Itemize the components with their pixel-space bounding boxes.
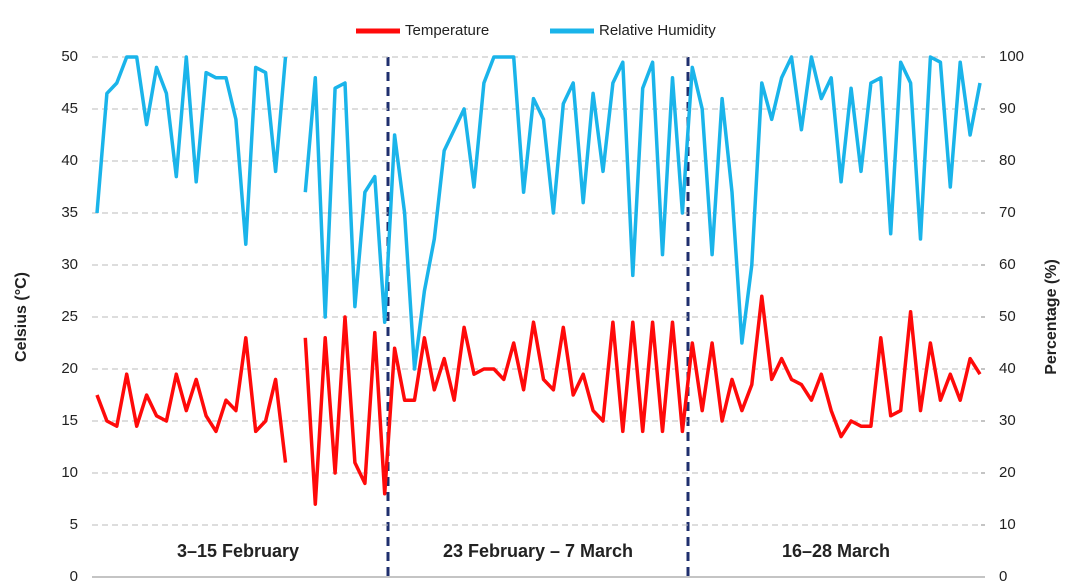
y2-tick-label: 10 [999,516,1016,533]
period-label: 23 February – 7 March [443,541,633,561]
y2-tick-label: 40 [999,360,1016,377]
y2-tick-label: 70 [999,204,1016,221]
y2-tick-label: 100 [999,48,1024,65]
y2-tick-label: 20 [999,464,1016,481]
y2-axis-title: Percentage (%) [1043,259,1060,375]
data-line [95,55,982,371]
y-tick-label: 40 [61,152,78,169]
y2-tick-label: 30 [999,412,1016,429]
y-tick-label: 30 [61,256,78,273]
y2-tick-label: 0 [999,568,1007,584]
legend-label: Temperature [405,22,489,39]
y-tick-label: 45 [61,100,78,117]
period-label: 16–28 March [782,541,890,561]
y2-tick-label: 50 [999,308,1016,325]
period-label: 3–15 February [177,541,299,561]
y-axis-title: Celsius (°C) [13,272,30,362]
legend-label: Relative Humidity [599,22,716,39]
y2-tick-label: 80 [999,152,1016,169]
y-tick-label: 0 [70,568,78,584]
y-tick-label: 5 [70,516,78,533]
y-tick-label: 25 [61,308,78,325]
y-tick-label: 15 [61,412,78,429]
y2-tick-label: 90 [999,100,1016,117]
y-tick-label: 10 [61,464,78,481]
y-tick-label: 35 [61,204,78,221]
y-tick-label: 50 [61,48,78,65]
data-line [95,294,982,506]
y2-tick-label: 60 [999,256,1016,273]
y-tick-label: 20 [61,360,78,377]
